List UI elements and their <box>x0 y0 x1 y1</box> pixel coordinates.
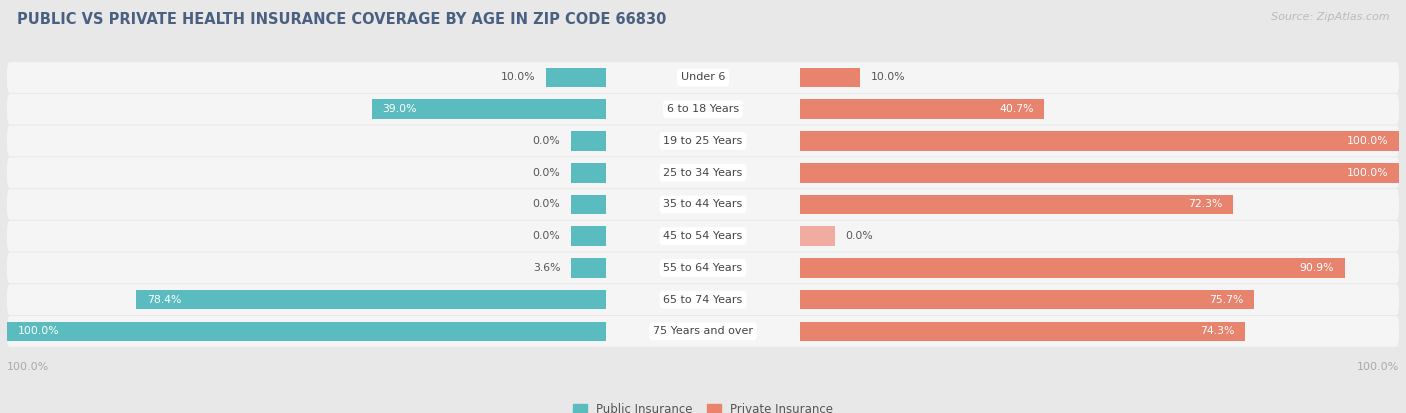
Text: 45 to 54 Years: 45 to 54 Years <box>664 231 742 241</box>
Bar <box>800 226 835 246</box>
Text: 40.7%: 40.7% <box>1000 104 1033 114</box>
Bar <box>800 258 1344 278</box>
Bar <box>373 100 606 119</box>
FancyBboxPatch shape <box>7 126 1399 157</box>
Text: 25 to 34 Years: 25 to 34 Years <box>664 168 742 178</box>
FancyBboxPatch shape <box>7 62 1399 93</box>
Text: 35 to 44 Years: 35 to 44 Years <box>664 199 742 209</box>
Text: 74.3%: 74.3% <box>1201 326 1234 336</box>
Bar <box>571 163 606 183</box>
Text: 0.0%: 0.0% <box>533 136 561 146</box>
Text: 100.0%: 100.0% <box>7 361 49 372</box>
Bar <box>571 226 606 246</box>
Text: 10.0%: 10.0% <box>870 73 905 83</box>
Text: 75.7%: 75.7% <box>1209 294 1243 305</box>
Text: PUBLIC VS PRIVATE HEALTH INSURANCE COVERAGE BY AGE IN ZIP CODE 66830: PUBLIC VS PRIVATE HEALTH INSURANCE COVER… <box>17 12 666 27</box>
Text: 0.0%: 0.0% <box>845 231 873 241</box>
Text: 0.0%: 0.0% <box>533 168 561 178</box>
Bar <box>800 322 1246 341</box>
Text: 3.6%: 3.6% <box>533 263 561 273</box>
Bar <box>800 68 860 87</box>
Text: 100.0%: 100.0% <box>17 326 59 336</box>
Text: 72.3%: 72.3% <box>1188 199 1223 209</box>
Bar <box>7 322 606 341</box>
Text: 78.4%: 78.4% <box>146 294 181 305</box>
Text: 0.0%: 0.0% <box>533 199 561 209</box>
Text: 100.0%: 100.0% <box>1347 136 1389 146</box>
Text: 6 to 18 Years: 6 to 18 Years <box>666 104 740 114</box>
Text: 0.0%: 0.0% <box>533 231 561 241</box>
Bar <box>546 68 606 87</box>
Text: 90.9%: 90.9% <box>1299 263 1334 273</box>
FancyBboxPatch shape <box>7 157 1399 188</box>
Text: 75 Years and over: 75 Years and over <box>652 326 754 336</box>
Text: Under 6: Under 6 <box>681 73 725 83</box>
FancyBboxPatch shape <box>7 94 1399 125</box>
Bar <box>800 163 1399 183</box>
FancyBboxPatch shape <box>7 221 1399 252</box>
Text: 65 to 74 Years: 65 to 74 Years <box>664 294 742 305</box>
Bar <box>800 195 1233 214</box>
Bar <box>800 131 1399 151</box>
Text: 19 to 25 Years: 19 to 25 Years <box>664 136 742 146</box>
Text: 100.0%: 100.0% <box>1357 361 1399 372</box>
FancyBboxPatch shape <box>7 316 1399 347</box>
Text: 10.0%: 10.0% <box>501 73 536 83</box>
Bar <box>571 258 606 278</box>
Bar <box>136 290 606 309</box>
Bar <box>800 100 1045 119</box>
Bar <box>800 290 1254 309</box>
Text: 39.0%: 39.0% <box>382 104 418 114</box>
FancyBboxPatch shape <box>7 252 1399 283</box>
Text: Source: ZipAtlas.com: Source: ZipAtlas.com <box>1271 12 1389 22</box>
FancyBboxPatch shape <box>7 189 1399 220</box>
Bar <box>571 131 606 151</box>
Legend: Public Insurance, Private Insurance: Public Insurance, Private Insurance <box>572 403 834 413</box>
Bar <box>571 195 606 214</box>
Text: 100.0%: 100.0% <box>1347 168 1389 178</box>
FancyBboxPatch shape <box>7 284 1399 315</box>
Text: 55 to 64 Years: 55 to 64 Years <box>664 263 742 273</box>
